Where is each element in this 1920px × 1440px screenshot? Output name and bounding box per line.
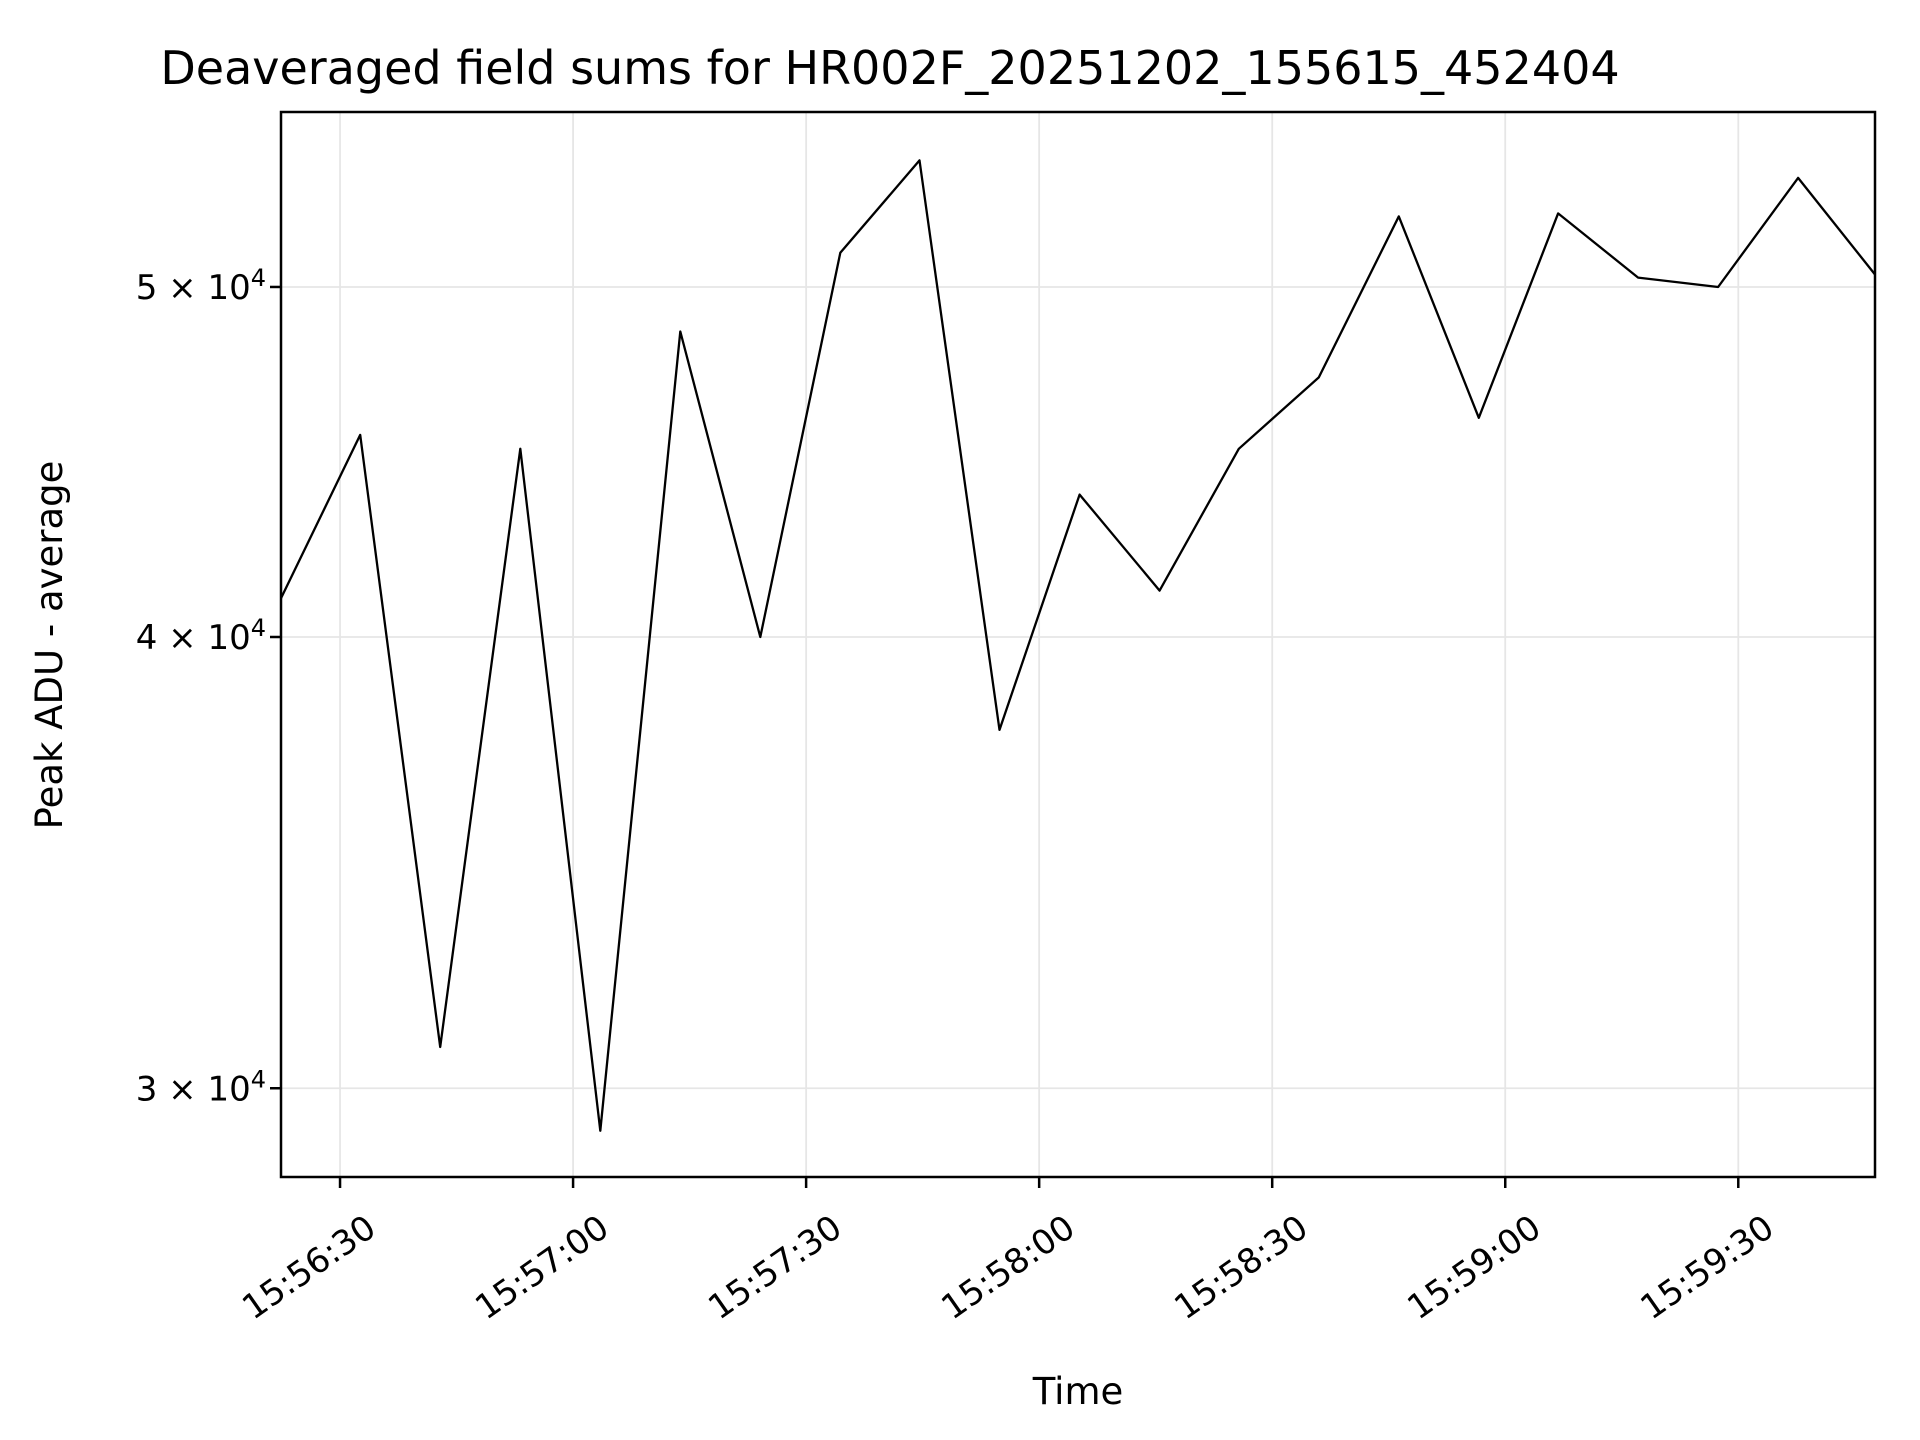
data-line xyxy=(279,159,1876,1132)
x-tick-label: 15:57:30 xyxy=(701,1208,849,1328)
y-tick-label: 5 × 104 xyxy=(136,264,266,308)
y-axis-label: Peak ADU - average xyxy=(28,461,71,830)
x-tick-label: 15:59:00 xyxy=(1400,1208,1548,1328)
y-tick-label: 4 × 104 xyxy=(136,614,266,658)
data-layer xyxy=(279,159,1876,1132)
chart-title: Deaveraged field sums for HR002F_2025120… xyxy=(160,41,1619,95)
y-tick-label: 3 × 104 xyxy=(136,1065,266,1109)
x-tick-label: 15:59:30 xyxy=(1633,1208,1781,1328)
plot-spine xyxy=(279,110,1877,1179)
grid-layer xyxy=(281,112,1875,1177)
x-tick-label: 15:57:00 xyxy=(468,1208,616,1328)
x-axis-label: Time xyxy=(1032,1370,1124,1413)
x-tick-label: 15:56:30 xyxy=(235,1208,383,1328)
x-tick-label: 15:58:30 xyxy=(1167,1208,1315,1328)
x-tick-label: 15:58:00 xyxy=(934,1208,1082,1328)
